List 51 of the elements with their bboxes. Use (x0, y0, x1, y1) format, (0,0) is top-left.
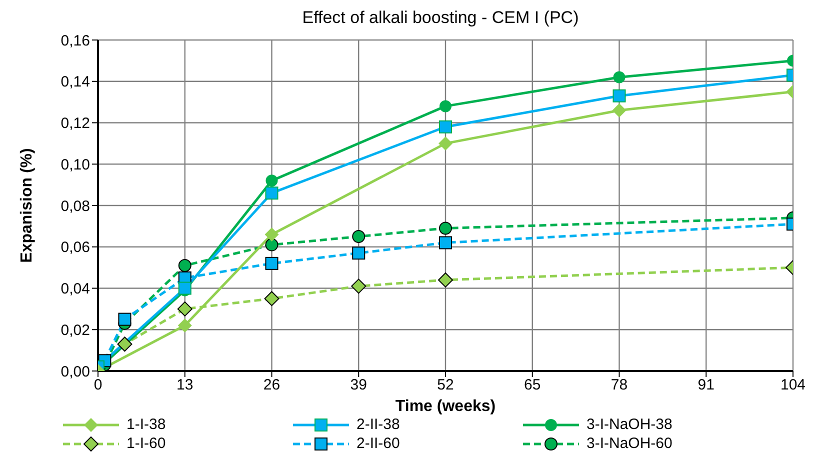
x-tick-label: 104 (780, 376, 806, 394)
point (178, 318, 192, 332)
x-tick-label: 65 (524, 376, 541, 394)
y-tick-label: 0,10 (60, 156, 90, 174)
point (612, 89, 626, 102)
x-tick-label: 13 (176, 376, 194, 394)
point (266, 174, 278, 187)
point (439, 222, 452, 235)
chart-title: Effect of alkali boosting - CEM I (PC) (301, 8, 580, 29)
point (352, 230, 366, 244)
x-tick-label: 52 (437, 376, 454, 394)
point (118, 312, 132, 326)
point (264, 291, 280, 306)
point (613, 71, 626, 84)
y-tick-label: 0,12 (60, 115, 90, 132)
point (265, 186, 278, 200)
point (612, 103, 626, 118)
legend-label: 3-I-NaOH-60 (586, 435, 672, 452)
point (438, 136, 452, 150)
x-axis-title: Time (weeks) (395, 398, 496, 415)
y-tick-label: 0,04 (60, 280, 90, 298)
point (439, 120, 452, 134)
y-tick-label: 0,08 (60, 198, 90, 215)
legend-label: 1-I-38 (126, 416, 166, 433)
y-tick-label: 0,06 (60, 239, 90, 256)
x-tick-label: 78 (610, 376, 628, 394)
x-tick-label: 0 (94, 376, 102, 394)
legend-label: 1-I-60 (126, 435, 166, 452)
y-tick-label: 0,16 (60, 32, 90, 50)
x-tick-label: 26 (263, 376, 280, 394)
point (351, 278, 366, 294)
point (178, 258, 192, 272)
point (117, 336, 132, 352)
legend-label: 2-II-60 (356, 435, 400, 452)
point (440, 100, 452, 112)
legend-label: 3-I-NaOH-38 (586, 416, 672, 433)
point (352, 246, 366, 260)
point (178, 282, 192, 295)
point (265, 238, 278, 252)
y-tick-label: 0,02 (60, 322, 90, 339)
y-axis-title: Expanision (%) (18, 148, 36, 263)
legend-label: 2-II-38 (356, 416, 400, 433)
x-tick-label: 39 (350, 376, 367, 394)
x-tick-label: 91 (698, 376, 714, 394)
point (265, 256, 278, 270)
point (438, 272, 453, 288)
y-tick-label: 0,00 (60, 363, 90, 380)
point (264, 227, 279, 242)
point (439, 236, 452, 250)
y-tick-label: 0,14 (60, 74, 90, 91)
point (177, 301, 192, 316)
